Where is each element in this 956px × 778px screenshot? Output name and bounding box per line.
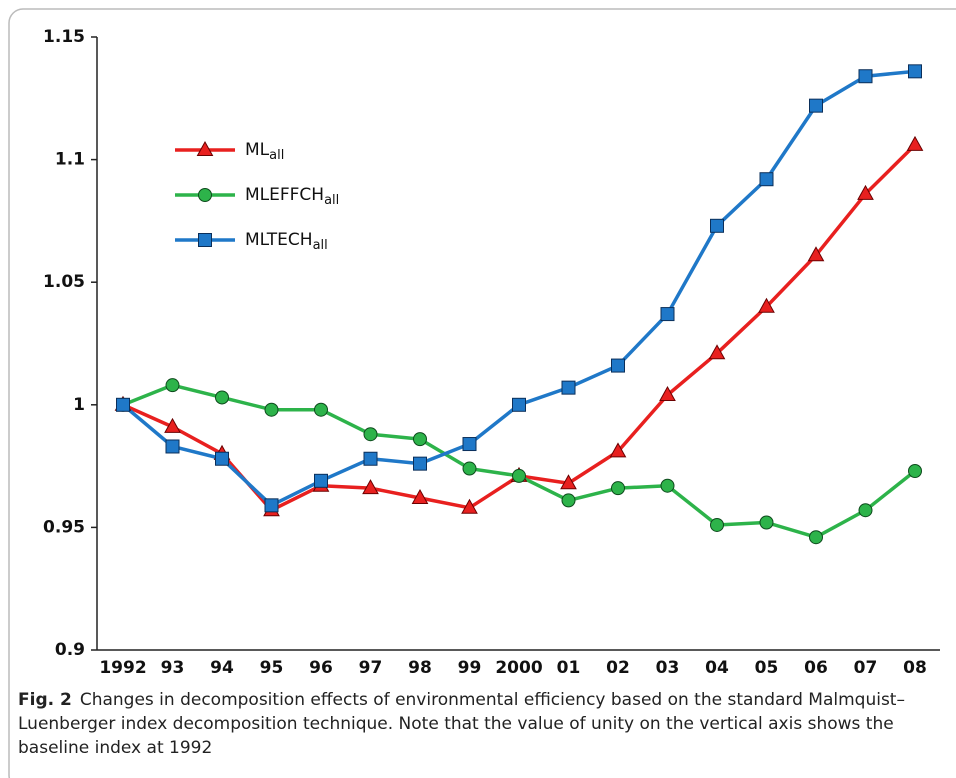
marker <box>215 390 229 405</box>
marker <box>264 402 279 417</box>
marker <box>858 503 873 518</box>
marker <box>660 478 675 493</box>
x-tick-label: 04 <box>705 658 729 678</box>
marker <box>906 135 924 151</box>
legend-name: ML <box>245 140 270 160</box>
marker <box>758 297 775 313</box>
marker <box>264 498 279 513</box>
marker <box>807 246 825 262</box>
marker <box>759 172 774 187</box>
marker <box>858 69 873 84</box>
marker <box>164 417 181 433</box>
legend-name: MLTECH <box>245 230 313 250</box>
y-tick-label: 1.05 <box>43 272 85 292</box>
marker <box>165 439 180 454</box>
marker <box>462 461 477 476</box>
marker <box>413 456 427 471</box>
marker <box>198 188 212 202</box>
x-tick-label: 01 <box>557 658 581 678</box>
x-tick-label: 94 <box>210 658 234 678</box>
legend-label: MLEFFCHall <box>245 185 339 208</box>
marker <box>908 464 922 479</box>
series-line <box>121 69 916 508</box>
marker <box>759 515 774 530</box>
legend-label: MLall <box>245 140 284 163</box>
x-tick-label: 98 <box>408 658 432 678</box>
x-tick-label: 97 <box>359 658 383 678</box>
marker <box>411 488 429 504</box>
x-tick-label: 08 <box>903 658 927 678</box>
caption: Fig. 2 Changes in decomposition effects o… <box>18 688 928 760</box>
x-tick-label: 96 <box>309 658 333 678</box>
caption-text: Changes in decomposition effects of envi… <box>18 690 905 758</box>
marker <box>710 517 724 532</box>
marker <box>809 98 823 113</box>
marker <box>362 479 379 495</box>
x-tick-label: 02 <box>606 658 630 678</box>
x-tick-label: 06 <box>804 658 828 678</box>
marker <box>461 498 478 514</box>
marker <box>710 218 724 233</box>
marker <box>561 380 576 395</box>
marker <box>560 474 577 490</box>
marker <box>198 233 212 247</box>
marker <box>609 442 627 458</box>
x-tick-label: 07 <box>854 658 878 678</box>
marker <box>611 358 625 373</box>
marker <box>363 451 378 466</box>
legend-label: MLTECHall <box>245 230 328 253</box>
y-tick-label: 1.1 <box>55 150 85 170</box>
x-tick-label: 1992 <box>99 658 146 678</box>
series-line <box>122 143 917 512</box>
marker <box>908 64 922 79</box>
legend-subscript: all <box>324 193 339 208</box>
marker <box>708 344 726 360</box>
frame <box>8 8 956 778</box>
marker <box>215 451 229 466</box>
x-tick-label: 05 <box>755 658 779 678</box>
marker <box>660 307 675 322</box>
legend-subscript: all <box>269 148 284 163</box>
y-tick-label: 0.95 <box>43 517 85 537</box>
y-tick-label: 1.15 <box>43 27 85 47</box>
x-tick-label: 03 <box>656 658 680 678</box>
marker <box>462 437 477 452</box>
x-tick-label: 95 <box>260 658 284 678</box>
marker <box>413 432 427 447</box>
y-tick-label: 0.9 <box>55 640 85 660</box>
marker <box>857 184 874 200</box>
marker <box>659 385 676 401</box>
marker <box>363 427 378 442</box>
legend-name: MLEFFCH <box>245 185 324 205</box>
marker <box>512 397 526 412</box>
marker <box>512 468 526 483</box>
marker <box>314 473 328 488</box>
marker <box>314 402 328 417</box>
marker <box>165 378 180 393</box>
x-tick-label: 93 <box>161 658 185 678</box>
y-tick-label: 1 <box>73 395 85 415</box>
marker <box>809 530 823 545</box>
legend-subscript: all <box>313 238 328 253</box>
marker <box>611 481 625 496</box>
caption-label: Fig. 2 <box>18 690 72 710</box>
x-tick-label: 2000 <box>495 658 542 678</box>
x-tick-label: 99 <box>458 658 482 678</box>
marker <box>116 397 130 412</box>
marker <box>561 493 576 508</box>
marker <box>196 140 214 156</box>
